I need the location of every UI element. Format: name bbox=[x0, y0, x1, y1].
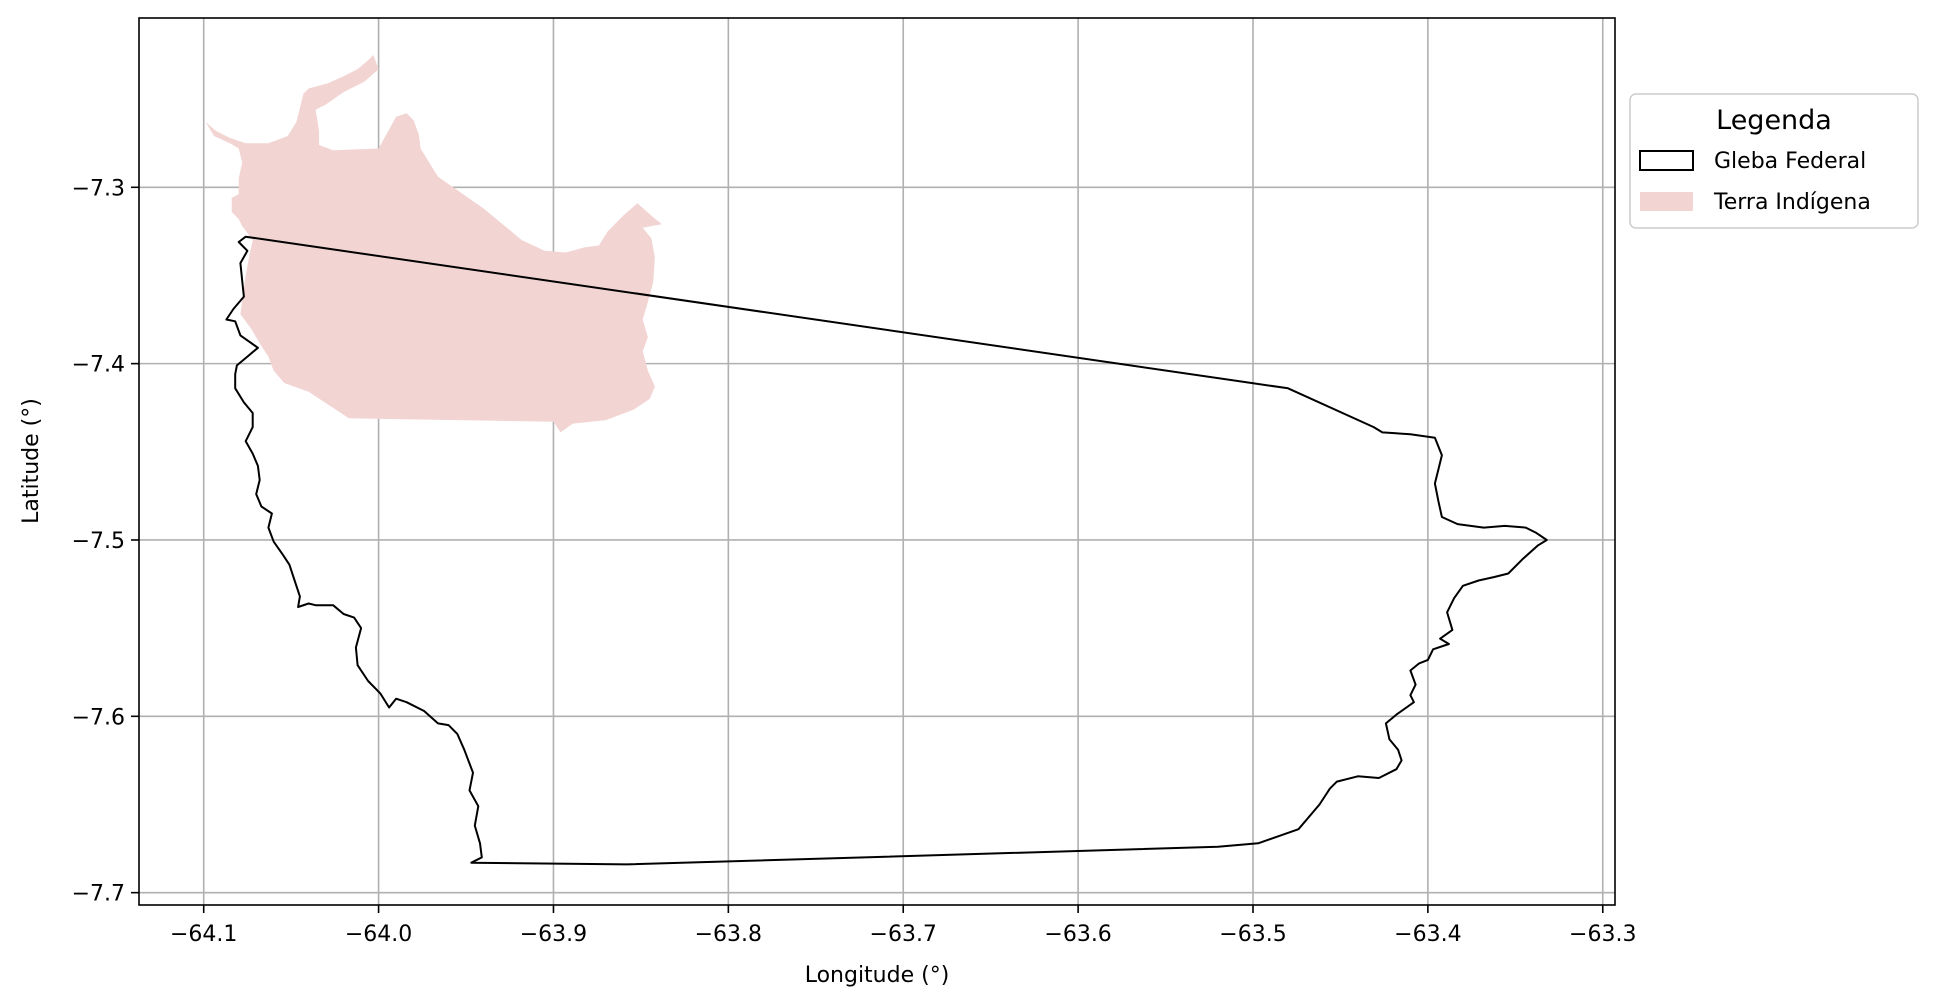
legend-swatch-terra-indigena bbox=[1640, 192, 1693, 211]
legend-label-terra-indigena: Terra Indígena bbox=[1713, 190, 1871, 215]
y-tick-label: −7.7 bbox=[72, 882, 125, 907]
y-tick-label: −7.6 bbox=[72, 705, 125, 730]
y-tick-label: −7.5 bbox=[72, 529, 125, 554]
x-tick-label: −63.4 bbox=[1394, 922, 1461, 947]
legend: Legenda Gleba Federal Terra Indígena bbox=[1630, 94, 1918, 228]
x-tick-label: −63.5 bbox=[1219, 922, 1286, 947]
x-tick-label: −64.0 bbox=[345, 922, 412, 947]
x-tick-label: −63.3 bbox=[1569, 922, 1636, 947]
x-tick-label: −63.7 bbox=[870, 922, 937, 947]
y-tick-label: −7.4 bbox=[72, 353, 125, 378]
x-tick-label: −63.6 bbox=[1044, 922, 1111, 947]
x-tick-label: −63.9 bbox=[520, 922, 587, 947]
x-tick-label: −63.8 bbox=[695, 922, 762, 947]
x-tick-label: −64.1 bbox=[170, 922, 237, 947]
legend-title: Legenda bbox=[1716, 105, 1832, 136]
y-axis-title: Latitude (°) bbox=[19, 398, 44, 524]
legend-label-gleba-federal: Gleba Federal bbox=[1714, 149, 1866, 174]
x-axis-title: Longitude (°) bbox=[805, 963, 950, 988]
y-tick-label: −7.3 bbox=[72, 176, 125, 201]
